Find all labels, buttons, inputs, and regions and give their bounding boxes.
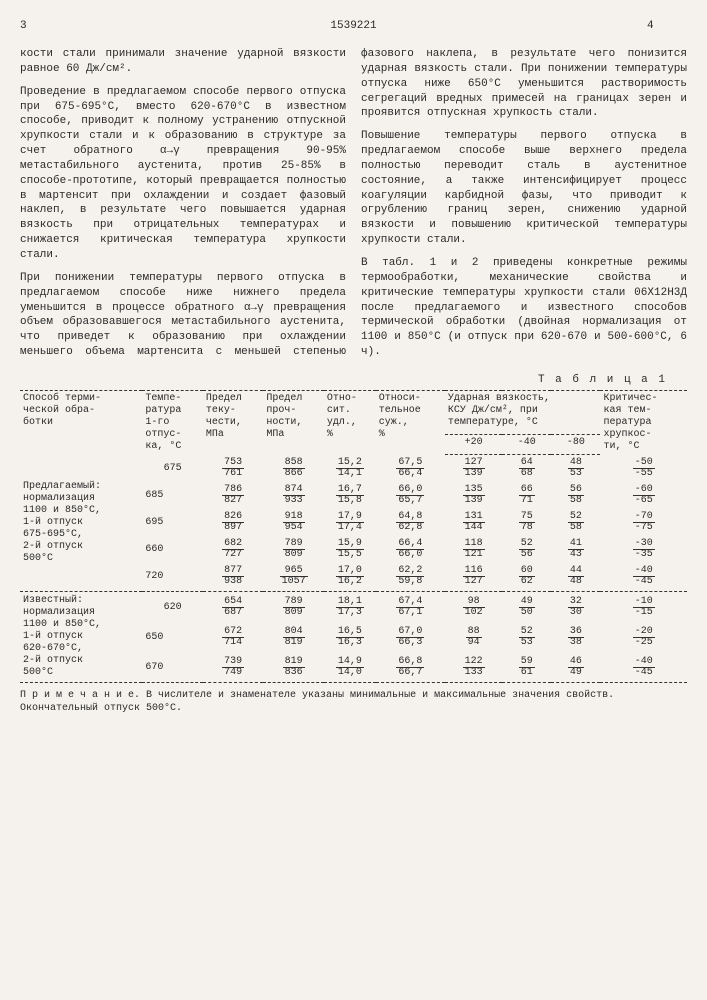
para-1: кости стали принимали значение ударной в… [20,47,346,77]
doc-number: 1539221 [60,20,647,32]
body-text: кости стали принимали значение ударной в… [20,47,687,364]
para-2: Проведение в предлагаемом способе первог… [20,85,346,263]
table-row: Известный:нормализация1100 и 850°С,1-й о… [20,592,687,623]
data-table: Способ терми-ческой обра-ботки Темпе-рат… [20,390,687,684]
page-header: 3 1539221 4 [20,20,687,32]
page-left: 3 [20,20,60,32]
table-label: Т а б л и ц а 1 [20,374,667,386]
page-right: 4 [647,20,687,32]
table-note: П р и м е ч а н и е. В числителе и знаме… [20,689,687,715]
para-4: Повышение температуры первого отпуска в … [361,129,687,248]
table-row: Предлагаемый:нормализация1100 и 850°С,1-… [20,455,687,483]
para-5: В табл. 1 и 2 приведены конкретные режим… [361,256,687,360]
